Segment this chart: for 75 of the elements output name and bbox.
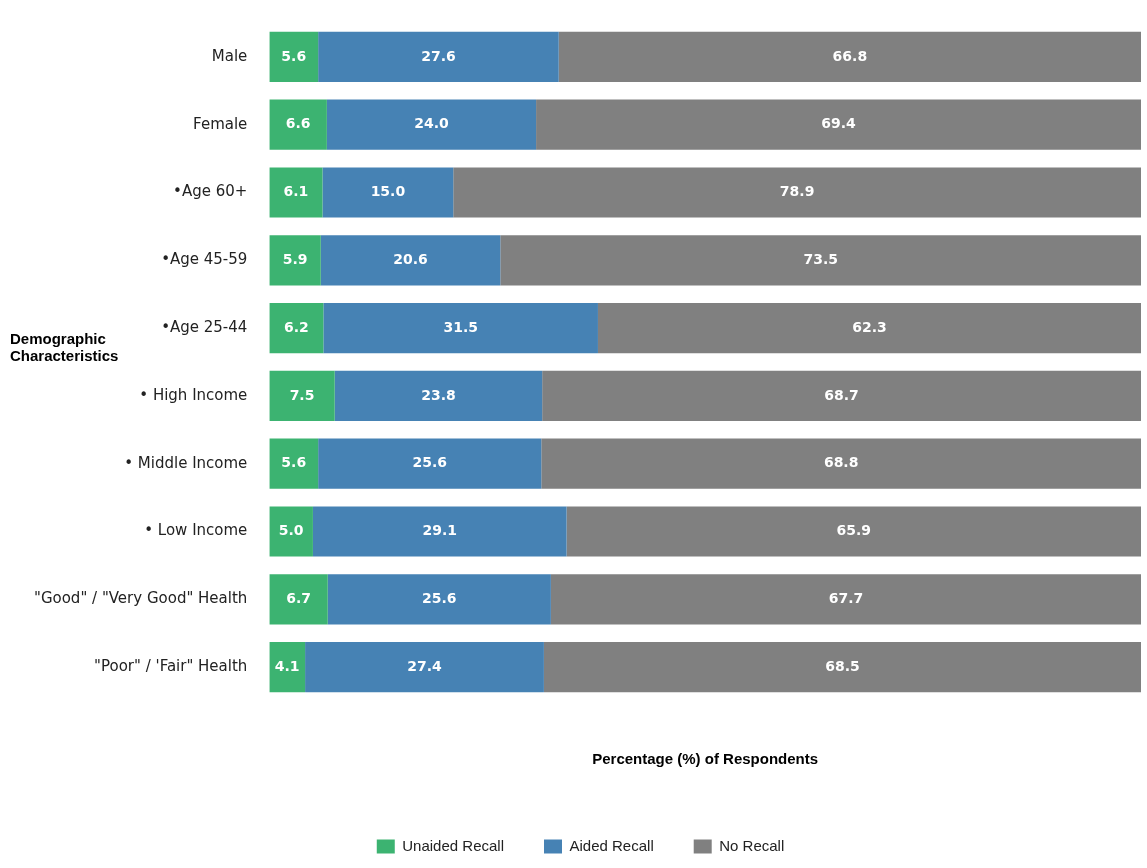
bar bbox=[323, 303, 598, 354]
bar bbox=[327, 574, 551, 625]
bar bbox=[269, 642, 306, 693]
data-label: 66.8 bbox=[832, 47, 868, 64]
y-tick-label: "Poor" / 'Fair" Health bbox=[94, 656, 248, 675]
data-label: 27.4 bbox=[407, 657, 443, 674]
data-label: 5.6 bbox=[281, 454, 307, 471]
bar bbox=[453, 167, 1141, 218]
y-tick-label: •Age 60+ bbox=[173, 182, 248, 201]
legend-label: Unaided Recall bbox=[402, 836, 504, 854]
data-label: 6.7 bbox=[286, 589, 311, 606]
bar bbox=[269, 370, 335, 421]
bar bbox=[269, 31, 319, 82]
y-tick-label: • Middle Income bbox=[124, 453, 248, 472]
data-label: 62.3 bbox=[852, 318, 887, 335]
y-axis-title: Demographic Characteristics bbox=[10, 330, 120, 364]
data-label: 5.6 bbox=[281, 47, 307, 64]
bar bbox=[566, 506, 1141, 557]
data-label: 15.0 bbox=[370, 183, 406, 200]
data-label: 4.1 bbox=[274, 657, 300, 674]
y-tick-label: • Low Income bbox=[144, 521, 248, 540]
data-label: 7.5 bbox=[289, 386, 315, 403]
data-label: 25.6 bbox=[422, 589, 457, 606]
bar bbox=[318, 31, 559, 82]
legend-label: Aided Recall bbox=[569, 836, 654, 854]
y-tick-label: • High Income bbox=[139, 385, 248, 404]
data-label: 27.6 bbox=[421, 47, 456, 64]
bar bbox=[269, 99, 327, 150]
y-tick-label: •Age 25-44 bbox=[161, 317, 248, 336]
data-label: 68.7 bbox=[824, 386, 859, 403]
bar bbox=[269, 167, 323, 218]
data-label: 6.6 bbox=[285, 115, 311, 132]
data-label: 5.9 bbox=[282, 250, 308, 267]
y-tick-label: Male bbox=[211, 46, 248, 65]
bar bbox=[320, 235, 501, 286]
data-label: 73.5 bbox=[803, 250, 838, 267]
bar bbox=[550, 574, 1141, 625]
data-label: 67.7 bbox=[828, 589, 864, 606]
bar bbox=[541, 438, 1141, 489]
bar bbox=[318, 438, 542, 489]
bar bbox=[500, 235, 1141, 286]
legend-label: No Recall bbox=[719, 836, 785, 854]
y-tick-label: "Good" / "Very Good" Health bbox=[33, 589, 248, 608]
bar bbox=[269, 438, 319, 489]
bar bbox=[269, 235, 321, 286]
bar bbox=[305, 642, 544, 693]
bar bbox=[269, 303, 324, 354]
bar bbox=[334, 370, 543, 421]
bar bbox=[312, 506, 567, 557]
data-label: 23.8 bbox=[421, 386, 456, 403]
bar bbox=[558, 31, 1141, 82]
data-label: 68.8 bbox=[823, 454, 859, 471]
bar bbox=[269, 574, 328, 625]
y-tick-label: Female bbox=[193, 114, 248, 133]
bar bbox=[542, 370, 1141, 421]
bar bbox=[322, 167, 454, 218]
x-axis-title: Percentage (%) of Respondents bbox=[592, 750, 819, 768]
y-tick-label: •Age 45-59 bbox=[161, 250, 248, 269]
data-label: 6.1 bbox=[283, 183, 309, 200]
data-label: 78.9 bbox=[779, 183, 815, 200]
data-label: 24.0 bbox=[414, 115, 449, 132]
data-label: 68.5 bbox=[825, 657, 860, 674]
data-label: 29.1 bbox=[422, 522, 458, 539]
data-label: 20.6 bbox=[393, 250, 428, 267]
bar bbox=[536, 99, 1141, 150]
data-label: 31.5 bbox=[443, 318, 478, 335]
data-label: 25.6 bbox=[412, 454, 447, 471]
bar bbox=[543, 642, 1141, 693]
bar bbox=[597, 303, 1141, 354]
bar bbox=[269, 506, 313, 557]
data-label: 5.0 bbox=[278, 522, 304, 539]
data-label: 65.9 bbox=[836, 522, 872, 539]
data-label: 69.4 bbox=[821, 115, 857, 132]
bar bbox=[326, 99, 537, 150]
data-label: 6.2 bbox=[283, 318, 309, 335]
